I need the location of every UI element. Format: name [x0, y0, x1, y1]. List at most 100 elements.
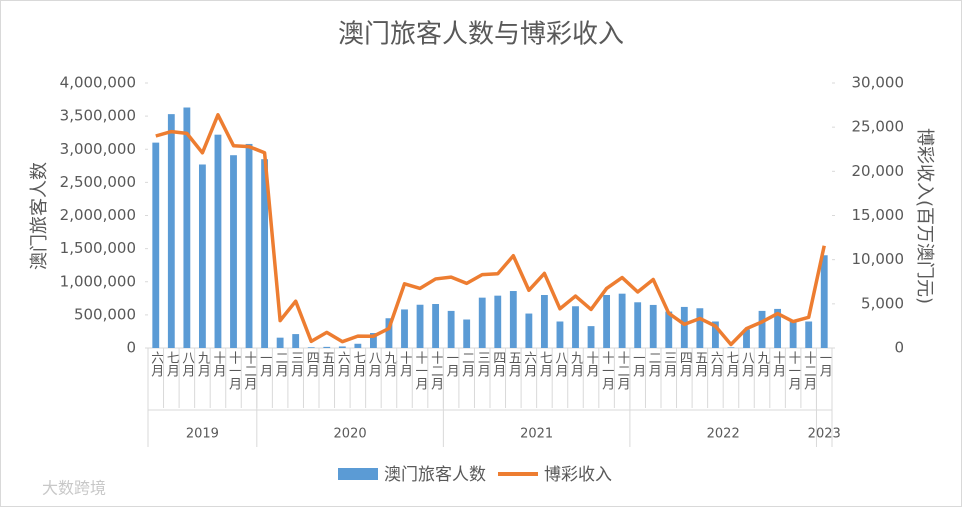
x-tick-label: 七月: [537, 351, 553, 378]
bar: [680, 306, 688, 348]
y-tick-label: 3,500,000: [60, 107, 136, 125]
bar: [307, 347, 315, 348]
x-tick-label: 十月: [584, 351, 600, 378]
bar: [727, 347, 735, 348]
x-tick-label: 七月: [164, 351, 180, 378]
x-tick-label: 八月: [366, 351, 382, 378]
group-label: 2021: [520, 427, 553, 442]
bar: [805, 321, 813, 348]
bar: [152, 142, 160, 348]
bar: [245, 143, 253, 348]
y-tick-label: 4,000,000: [60, 74, 136, 92]
x-tick-label: 七月: [350, 351, 366, 378]
bar: [198, 164, 206, 348]
x-tick-label: 六月: [708, 351, 724, 378]
x-tick-label: 九月: [755, 351, 771, 378]
y2-tick-label: 10,000: [852, 250, 905, 268]
legend-label: 博彩收入: [544, 465, 612, 485]
bar: [665, 311, 673, 348]
x-tick-label: 六月: [335, 351, 351, 378]
x-tick-label: 八月: [179, 351, 195, 378]
x-tick-label: 九月: [381, 351, 397, 378]
watermark: 大数跨境: [42, 479, 106, 498]
x-tick-label: 十一月: [786, 351, 802, 391]
bar: [743, 329, 750, 348]
bar: [634, 302, 642, 348]
x-tick-label: 十一月: [226, 351, 242, 391]
y-tick-label: 3,000,000: [60, 140, 136, 158]
bar: [354, 343, 362, 348]
bar: [432, 304, 440, 348]
group-label: 2023: [808, 427, 841, 442]
bar: [416, 304, 424, 348]
y2-tick-label: 25,000: [852, 118, 905, 136]
x-tick-label: 一月: [444, 351, 460, 378]
x-tick-label: 六月: [521, 351, 537, 378]
x-tick-label: 四月: [304, 351, 320, 378]
x-tick-label: 七月: [723, 351, 739, 378]
group-label: 2022: [707, 427, 740, 442]
y2-axis-title: 博彩收入(百万澳门元): [914, 128, 935, 304]
bar: [230, 155, 237, 348]
x-tick-label: 九月: [195, 351, 211, 378]
y2-tick-label: 20,000: [852, 162, 905, 180]
bar: [789, 321, 797, 348]
x-tick-label: 二月: [273, 351, 289, 378]
x-tick-label: 三月: [288, 351, 304, 378]
bar: [820, 255, 828, 348]
bar: [603, 295, 611, 348]
x-tick-label: 十二月: [428, 351, 444, 391]
y-axis-title: 澳门旅客人数: [29, 162, 50, 270]
bar: [167, 114, 175, 348]
bar: [276, 337, 284, 348]
group-label: 2019: [186, 427, 219, 442]
group-label: 2020: [334, 427, 367, 442]
bar: [183, 107, 191, 348]
bar: [292, 334, 300, 348]
chart-title: 澳门旅客人数与博彩收入: [338, 20, 624, 50]
x-tick-label: 十月: [397, 351, 413, 378]
x-tick-label: 二月: [646, 351, 662, 378]
y2-tick-label: 15,000: [852, 206, 905, 224]
bar: [494, 295, 502, 348]
y2-tick-label: 30,000: [852, 74, 905, 92]
x-tick-label: 三月: [475, 351, 491, 378]
y-tick-label: 1,500,000: [60, 239, 136, 257]
x-tick-label: 五月: [319, 351, 335, 378]
bar: [261, 159, 269, 348]
y-tick-label: 1,000,000: [60, 272, 136, 290]
bar: [478, 297, 486, 348]
bar: [540, 295, 548, 348]
bar: [323, 346, 331, 348]
bar: [618, 293, 626, 348]
y2-tick-label: 5,000: [861, 294, 904, 312]
x-tick-label: 九月: [568, 351, 584, 378]
y-tick-label: 2,000,000: [60, 206, 136, 224]
bar: [649, 304, 657, 348]
y-tick-label: 2,500,000: [60, 173, 136, 191]
x-tick-label: 八月: [739, 351, 755, 378]
x-tick-label: 十一月: [413, 351, 429, 391]
x-tick-label: 三月: [661, 351, 677, 378]
bar: [447, 310, 455, 348]
bar: [556, 321, 564, 348]
bar: [369, 333, 377, 348]
bar: [525, 313, 533, 348]
x-tick-label: 五月: [506, 351, 522, 378]
x-tick-label: 四月: [677, 351, 693, 378]
bar: [385, 318, 393, 348]
bar: [338, 346, 346, 348]
bar: [401, 309, 408, 348]
line: [155, 113, 826, 347]
x-tick-label: 十月: [770, 351, 786, 378]
bar: [711, 321, 719, 348]
bar: [214, 134, 222, 348]
bar: [696, 308, 704, 348]
x-tick-label: 十月: [210, 351, 226, 378]
bar: [509, 291, 517, 348]
x-tick-label: 五月: [692, 351, 708, 378]
bar: [758, 310, 766, 348]
bar: [572, 306, 579, 348]
